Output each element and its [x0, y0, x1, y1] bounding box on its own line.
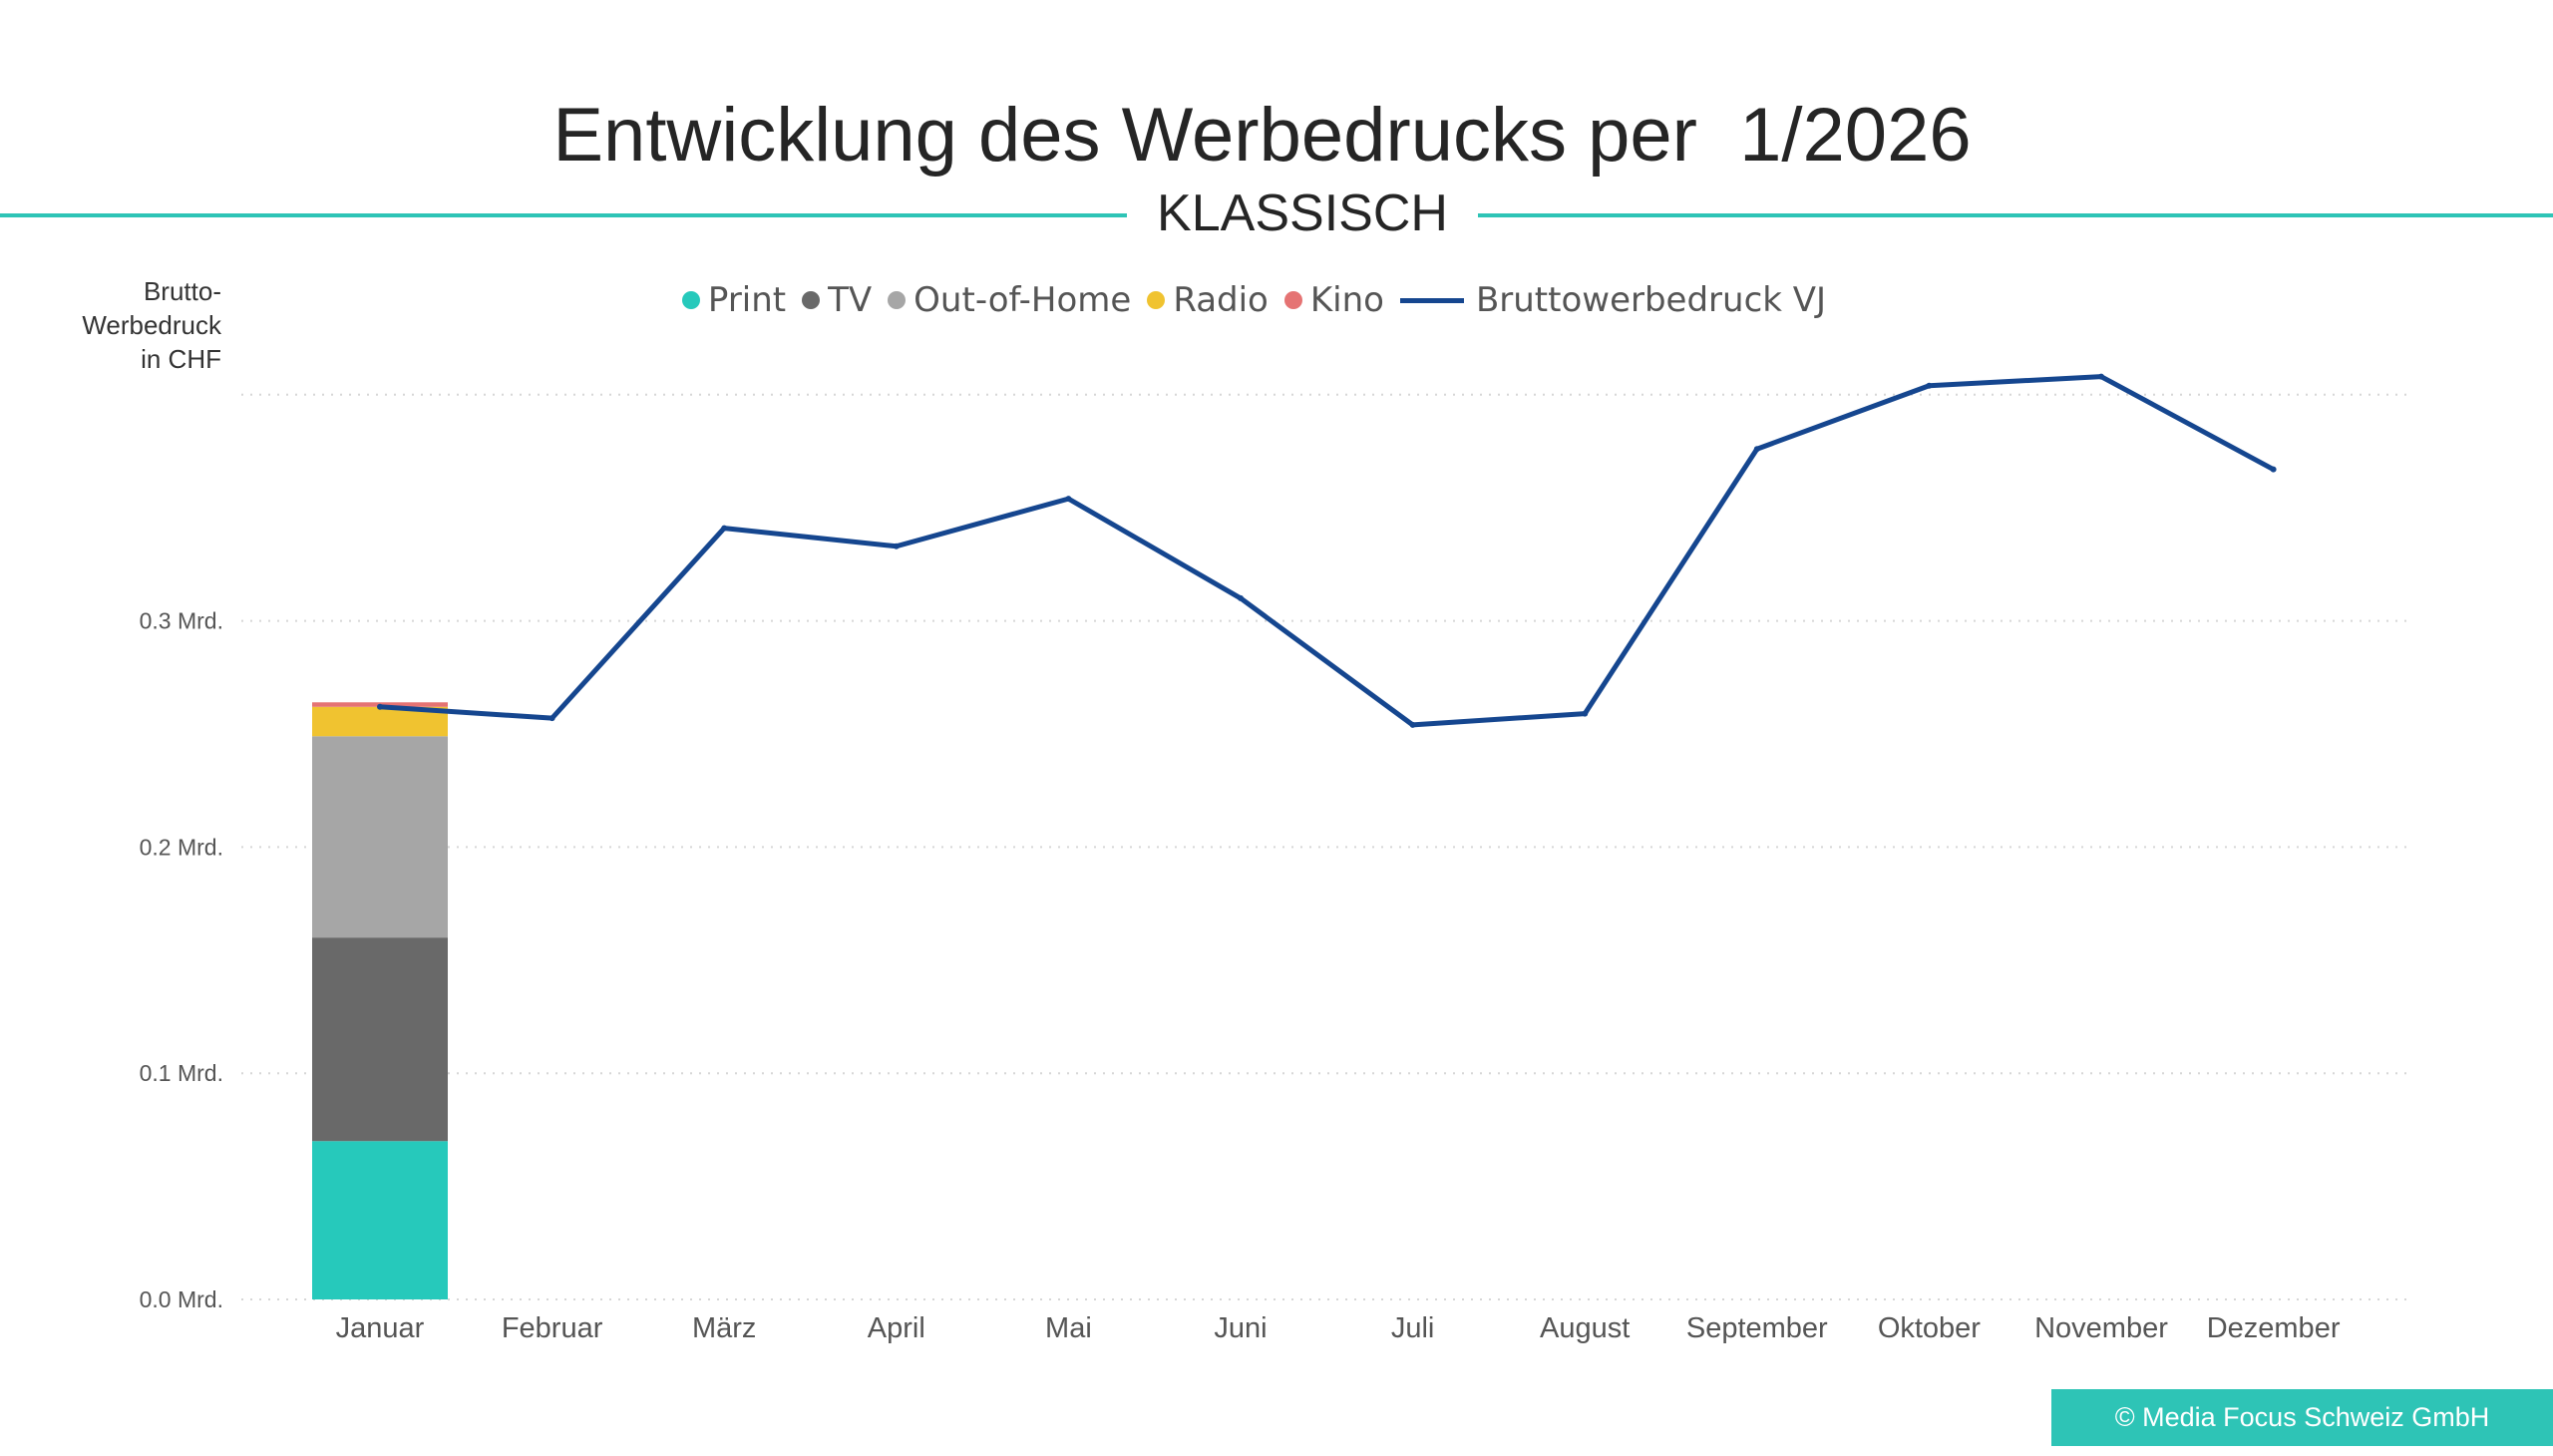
vj-line-point — [1409, 721, 1416, 728]
y-axis-label-line: in CHF — [141, 344, 221, 374]
legend-item[interactable]: Kino — [1283, 280, 1384, 320]
vj-line-point — [2270, 466, 2277, 473]
chart-plot: 0.0 Mrd. 0.1 Mrd. 0.2 Mrd. 0.3 Mrd. Januar F… — [140, 373, 2413, 1344]
vj-line-point — [377, 703, 383, 710]
x-tick-label: April — [868, 1312, 925, 1344]
legend-label: Print — [707, 280, 787, 320]
vj-line-point — [2098, 373, 2104, 380]
legend-label: Kino — [1309, 280, 1384, 320]
gridlines — [241, 393, 2413, 1300]
legend-label: TV — [828, 280, 873, 320]
chart-subtitle: KLASSISCH — [1157, 184, 1448, 242]
legend-label: Bruttowerbedruck VJ — [1475, 280, 1827, 320]
legend-dot-marker — [802, 291, 821, 309]
x-tick-label: Juni — [1214, 1312, 1267, 1344]
y-axis-label-line: Brutto- — [143, 276, 221, 306]
x-tick-label: Dezember — [2207, 1312, 2341, 1344]
vj-line-point — [1926, 382, 1933, 389]
title-rule-right — [1478, 213, 2553, 217]
title-rule-left — [0, 213, 1127, 217]
vj-line-point — [1238, 594, 1244, 601]
vj-line — [377, 374, 2277, 728]
bar-segment — [312, 1141, 448, 1299]
legend-dot-marker — [888, 291, 907, 309]
x-tick-label: Juli — [1391, 1312, 1435, 1344]
y-tick-label: 0.2 Mrd. — [140, 834, 223, 860]
stacked-bars — [312, 702, 448, 1299]
legend-line-marker — [1399, 297, 1464, 303]
vj-line-layer — [377, 373, 2277, 728]
x-tick-label: November — [2034, 1312, 2168, 1344]
chart-title: Entwicklung des Werbedrucks per 1/2026 — [552, 93, 1972, 178]
vj-line-point — [1582, 710, 1589, 717]
x-tick-label: Februar — [502, 1312, 603, 1344]
legend-item[interactable]: Out-of-Home — [888, 280, 1131, 320]
y-axis-label-line: Werbedruck — [82, 310, 221, 340]
legend-item[interactable]: Radio — [1147, 280, 1269, 320]
vj-line-point — [1753, 446, 1760, 453]
x-tick-label: Oktober — [1878, 1312, 1981, 1344]
x-tick-label: Mai — [1045, 1312, 1092, 1344]
legend-dot-marker — [681, 291, 700, 309]
bar-segment — [312, 937, 448, 1142]
legend-item[interactable]: Print — [681, 280, 787, 320]
legend: Print TV Out-of-Home Radio Kino Bruttowerbedr… — [0, 277, 2524, 323]
legend-dot-marker — [1283, 291, 1302, 309]
copyright-badge: © Media Focus Schweiz GmbH — [2051, 1389, 2553, 1446]
x-tick-label: März — [692, 1312, 756, 1344]
x-tick-label: Januar — [336, 1312, 425, 1344]
legend-item[interactable]: TV — [802, 280, 872, 320]
vj-line-point — [548, 715, 555, 722]
legend-dot-marker — [1147, 291, 1166, 309]
legend-label: Out-of-Home — [913, 280, 1132, 320]
y-axis-ticks: 0.0 Mrd. 0.1 Mrd. 0.2 Mrd. 0.3 Mrd. — [140, 608, 223, 1312]
x-tick-label: September — [1686, 1312, 1828, 1344]
vj-line-point — [893, 543, 900, 549]
legend-item[interactable]: Bruttowerbedruck VJ — [1399, 280, 1827, 320]
y-tick-label: 0.1 Mrd. — [140, 1060, 223, 1086]
y-tick-label: 0.0 Mrd. — [140, 1286, 223, 1312]
legend-label: Radio — [1173, 280, 1269, 320]
y-tick-label: 0.3 Mrd. — [140, 608, 223, 634]
vj-line-point — [721, 525, 728, 532]
vj-line-point — [1065, 496, 1072, 503]
y-axis-label: Brutto- Werbedruck in CHF — [40, 274, 221, 376]
bar-segment — [312, 736, 448, 938]
x-axis-ticks: Januar Februar März April Mai Juni Juli August S… — [336, 1312, 2341, 1344]
x-tick-label: August — [1540, 1312, 1630, 1344]
